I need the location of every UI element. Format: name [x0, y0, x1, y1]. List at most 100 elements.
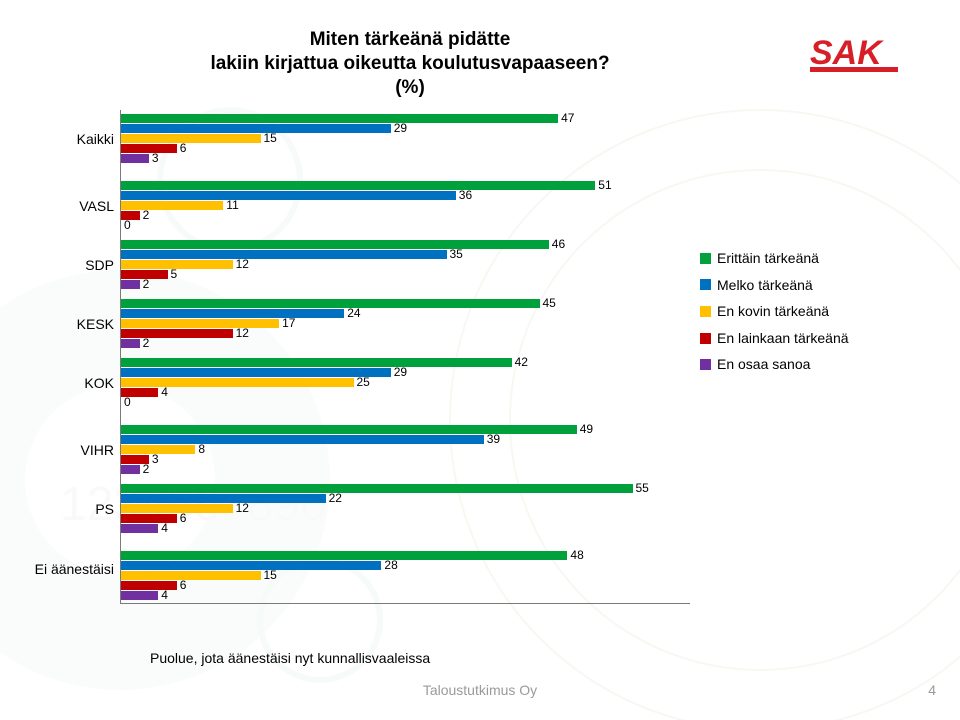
bar: 48 — [121, 551, 567, 560]
legend-item: Erittäin tärkeänä — [700, 245, 849, 272]
bar: 22 — [121, 494, 326, 503]
bar-value: 6 — [180, 578, 187, 592]
legend-label: En osaa sanoa — [717, 351, 810, 378]
bar-group: VIHR4939832 — [30, 425, 690, 474]
legend: Erittäin tärkeänäMelko tärkeänäEn kovin … — [700, 245, 849, 378]
bar-value: 8 — [198, 442, 205, 456]
footer-source: Taloustutkimus Oy — [0, 682, 960, 698]
x-axis — [120, 603, 690, 604]
bar: 51 — [121, 181, 595, 190]
bar-value: 2 — [143, 208, 150, 222]
bar-value: 47 — [561, 111, 574, 125]
bar-value: 51 — [598, 178, 611, 192]
bar-value: 3 — [152, 452, 159, 466]
legend-label: Erittäin tärkeänä — [717, 245, 819, 272]
bar-value: 2 — [143, 277, 150, 291]
bar: 6 — [121, 514, 177, 523]
bar: 28 — [121, 561, 381, 570]
bar-value: 4 — [161, 385, 168, 399]
bar-value: 3 — [152, 151, 159, 165]
bar-value: 6 — [180, 141, 187, 155]
bar: 45 — [121, 299, 540, 308]
bar-group: Kaikki47291563 — [30, 114, 690, 163]
bar-value: 15 — [264, 131, 277, 145]
legend-item: En lainkaan tärkeänä — [700, 325, 849, 352]
bar-value: 11 — [226, 198, 238, 212]
bar-group: SDP46351252 — [30, 240, 690, 289]
bar: 55 — [121, 484, 633, 493]
category-label: KOK — [30, 375, 114, 391]
chart-title: Miten tärkeänä pidättelakiin kirjattua o… — [200, 28, 620, 99]
bar-value: 12 — [236, 326, 249, 340]
bar: 6 — [121, 581, 177, 590]
bar: 24 — [121, 309, 344, 318]
bar-value: 29 — [394, 121, 407, 135]
bar: 29 — [121, 368, 391, 377]
bar-value: 46 — [552, 237, 565, 251]
bar-value: 36 — [459, 188, 472, 202]
bar-group: PS55221264 — [30, 484, 690, 533]
legend-label: En kovin tärkeänä — [717, 298, 829, 325]
bar-value: 4 — [161, 588, 168, 602]
bar-value: 0 — [124, 395, 131, 409]
bar-value: 5 — [171, 267, 178, 281]
legend-swatch — [700, 359, 711, 370]
bar-value: 25 — [357, 375, 370, 389]
bar: 39 — [121, 435, 484, 444]
bar: 3 — [121, 154, 149, 163]
bar: 12 — [121, 329, 233, 338]
bar-value: 2 — [143, 462, 150, 476]
bar-value: 55 — [636, 481, 649, 495]
category-label: PS — [30, 501, 114, 517]
legend-swatch — [700, 279, 711, 290]
bar-value: 4 — [161, 521, 168, 535]
bar: 35 — [121, 250, 447, 259]
bar-value: 15 — [264, 568, 277, 582]
legend-label: En lainkaan tärkeänä — [717, 325, 849, 352]
bar: 17 — [121, 319, 279, 328]
bar-value: 12 — [236, 257, 249, 271]
legend-item: Melko tärkeänä — [700, 272, 849, 299]
bar-value: 28 — [384, 558, 397, 572]
page-number: 4 — [928, 682, 936, 698]
legend-label: Melko tärkeänä — [717, 272, 813, 299]
bar-value: 24 — [347, 306, 360, 320]
category-label: SDP — [30, 257, 114, 273]
bar: 49 — [121, 425, 577, 434]
x-axis-title: Puolue, jota äänestäisi nyt kunnallisvaa… — [150, 650, 430, 666]
bar-value: 42 — [515, 355, 528, 369]
bar-value: 39 — [487, 432, 500, 446]
category-label: VASL — [30, 198, 114, 214]
bar: 15 — [121, 134, 261, 143]
bar-value: 6 — [180, 511, 187, 525]
svg-text:SAK: SAK — [810, 34, 884, 72]
bar-group: KOK42292540 — [30, 358, 690, 407]
bar: 47 — [121, 114, 558, 123]
category-label: KESK — [30, 316, 114, 332]
bar: 4 — [121, 524, 158, 533]
bar-value: 49 — [580, 422, 593, 436]
category-label: Ei äänestäisi — [30, 561, 114, 577]
bar-value: 12 — [236, 501, 249, 515]
category-label: Kaikki — [30, 131, 114, 147]
bar-value: 45 — [543, 296, 556, 310]
legend-swatch — [700, 333, 711, 344]
bar-value: 0 — [124, 218, 131, 232]
bar-value: 35 — [450, 247, 463, 261]
logo: SAK — [810, 34, 930, 79]
legend-swatch — [700, 253, 711, 264]
bar: 4 — [121, 591, 158, 600]
bar-value: 22 — [329, 491, 342, 505]
bar: 42 — [121, 358, 512, 367]
bar-value: 2 — [143, 336, 150, 350]
bar: 11 — [121, 201, 223, 210]
bar: 46 — [121, 240, 549, 249]
legend-item: En kovin tärkeänä — [700, 298, 849, 325]
bar: 25 — [121, 378, 354, 387]
bar: 15 — [121, 571, 261, 580]
bar-value: 17 — [282, 316, 295, 330]
bar-group: Ei äänestäisi48281564 — [30, 551, 690, 600]
bar-group: VASL51361120 — [30, 181, 690, 230]
category-label: VIHR — [30, 442, 114, 458]
bar-chart: Kaikki47291563VASL51361120SDP46351252KES… — [30, 110, 690, 630]
